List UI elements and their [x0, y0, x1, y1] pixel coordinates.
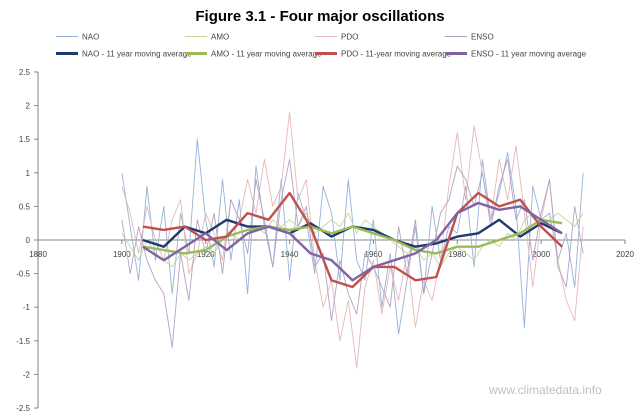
legend-label-nao-ma: NAO - 11 year moving average — [82, 49, 192, 59]
legend-entry-pdo: PDO — [315, 32, 358, 46]
legend-swatch-nao-ma — [56, 52, 78, 56]
legend-entry-enso-ma: ENSO - 11 year moving average — [445, 49, 586, 63]
y-tick-label: -2 — [23, 370, 31, 379]
chart-title: Figure 3.1 - Four major oscillations — [195, 8, 445, 25]
x-tick-label: 1960 — [365, 250, 383, 259]
x-tick-label: 2000 — [532, 250, 550, 259]
legend-label-amo: AMO — [211, 32, 230, 42]
series-line-pdo — [121, 111, 584, 369]
legend-swatch-nao — [56, 36, 78, 38]
series-line-amo-11-year-moving-average — [142, 218, 563, 255]
legend-label-nao: NAO — [82, 32, 100, 42]
x-tick-label: 2020 — [616, 250, 634, 259]
legend-label-enso: ENSO — [471, 32, 494, 42]
legend-swatch-enso-ma — [445, 52, 467, 56]
axes: -2.5 -2 -1.5 -1 -0.5 0 0.5 1 1.5 2 2.5 1880 1900 1920… — [16, 68, 634, 413]
y-tick-label: 0 — [26, 236, 31, 245]
x-tick-label: 1980 — [448, 250, 466, 259]
y-tick-label: 1 — [26, 169, 31, 178]
legend-label-amo-ma: AMO - 11 year moving average — [211, 49, 322, 59]
series-line-enso-11-year-moving-average — [142, 201, 563, 282]
x-tick-label: 1920 — [197, 250, 215, 259]
legend-swatch-pdo — [315, 36, 337, 38]
legend-entry-nao-ma: NAO - 11 year moving average — [56, 49, 192, 63]
series-line-nao — [121, 138, 584, 335]
legend-swatch-amo-ma — [185, 52, 207, 56]
y-tick-label: 1.5 — [19, 135, 31, 144]
legend-entry-amo-ma: AMO - 11 year moving average — [185, 49, 322, 63]
series-line-enso — [121, 158, 584, 348]
y-tick-label: -1 — [23, 303, 31, 312]
legend-swatch-amo — [185, 36, 207, 38]
legend-swatch-enso — [445, 36, 467, 38]
y-tick-label: 2.5 — [19, 68, 31, 77]
y-tick-label: -0.5 — [16, 270, 30, 279]
legend-label-enso-ma: ENSO - 11 year moving average — [471, 49, 587, 59]
x-tick-label: 1900 — [113, 250, 131, 259]
legend-entry-pdo-ma: PDO - 11-year moving average — [315, 49, 451, 63]
watermark: www.climatedata.info — [489, 383, 602, 397]
legend-entry-enso: ENSO — [445, 32, 494, 46]
x-tick-label: 1940 — [281, 250, 299, 259]
y-tick-label: -1.5 — [16, 337, 30, 346]
legend-swatch-pdo-ma — [315, 52, 337, 56]
y-tick-label: 2 — [26, 102, 31, 111]
legend-label-pdo: PDO — [341, 32, 359, 42]
legend-entry-nao: NAO — [56, 32, 99, 46]
y-tick-label: -2.5 — [16, 404, 30, 413]
x-tick-label: 1880 — [29, 250, 47, 259]
legend-entry-amo: AMO — [185, 32, 229, 46]
y-tick-label: 0.5 — [19, 202, 31, 211]
legend-label-pdo-ma: PDO - 11-year moving average — [341, 49, 452, 59]
moving-average-group — [142, 191, 563, 289]
